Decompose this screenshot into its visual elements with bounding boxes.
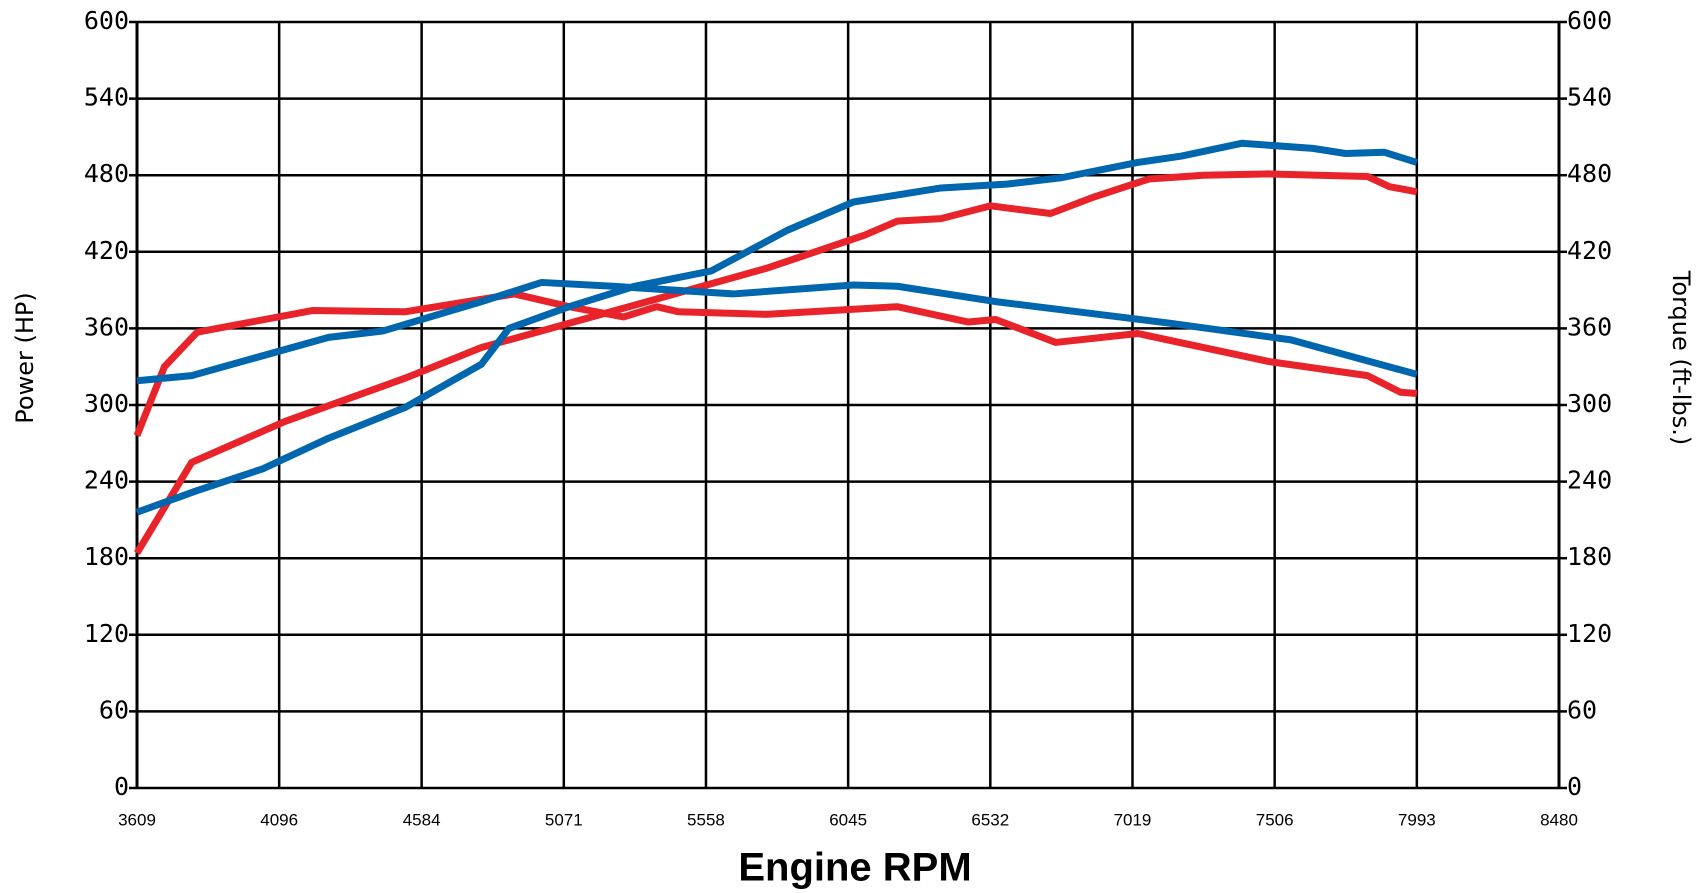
y-axis-label: Power (HP)	[11, 292, 39, 423]
y-tick-label: 540	[84, 83, 129, 112]
y-tick-label: 420	[84, 236, 129, 265]
x-tick-label: 4584	[403, 810, 441, 829]
x-axis-label: Engine RPM	[738, 846, 971, 890]
x-tick-label: 7019	[1114, 810, 1152, 829]
x-tick-label: 3609	[118, 810, 156, 829]
y-tick-label: 120	[84, 619, 129, 648]
x-tick-label: 6045	[829, 810, 867, 829]
y2-tick-label: 600	[1567, 6, 1612, 35]
y2-tick-label: 60	[1567, 695, 1597, 724]
x-tick-label: 6532	[971, 810, 1009, 829]
x-tick-label: 7993	[1398, 810, 1436, 829]
y2-axis-label: Torque (ft-lbs.)	[1667, 270, 1695, 445]
y2-tick-label: 480	[1567, 159, 1612, 188]
x-tick-label: 5071	[545, 810, 583, 829]
y2-tick-label: 180	[1567, 542, 1612, 571]
y-tick-label: 480	[84, 159, 129, 188]
y-tick-label: 360	[84, 312, 129, 341]
y-tick-label: 0	[114, 772, 129, 801]
y2-tick-label: 540	[1567, 83, 1612, 112]
y2-tick-label: 120	[1567, 619, 1612, 648]
line	[134, 170, 1418, 555]
x-tick-label: 7506	[1256, 810, 1294, 829]
y2-tick-label: 240	[1567, 466, 1612, 495]
line	[133, 290, 1418, 437]
y2-tick-label: 420	[1567, 236, 1612, 265]
y-tick-label: 600	[84, 6, 129, 35]
y2-tick-label: 0	[1567, 772, 1582, 801]
y-tick-label: 180	[84, 542, 129, 571]
x-tick-label: 8480	[1540, 810, 1578, 829]
line	[135, 139, 1418, 516]
y-tick-label: 300	[84, 389, 129, 418]
y2-tick-label: 300	[1567, 389, 1612, 418]
y2-tick-label: 360	[1567, 312, 1612, 341]
x-tick-label: 4096	[260, 810, 298, 829]
line	[136, 278, 1418, 385]
x-tick-label: 5558	[687, 810, 725, 829]
y-tick-label: 240	[84, 466, 129, 495]
y-tick-label: 60	[99, 695, 129, 724]
